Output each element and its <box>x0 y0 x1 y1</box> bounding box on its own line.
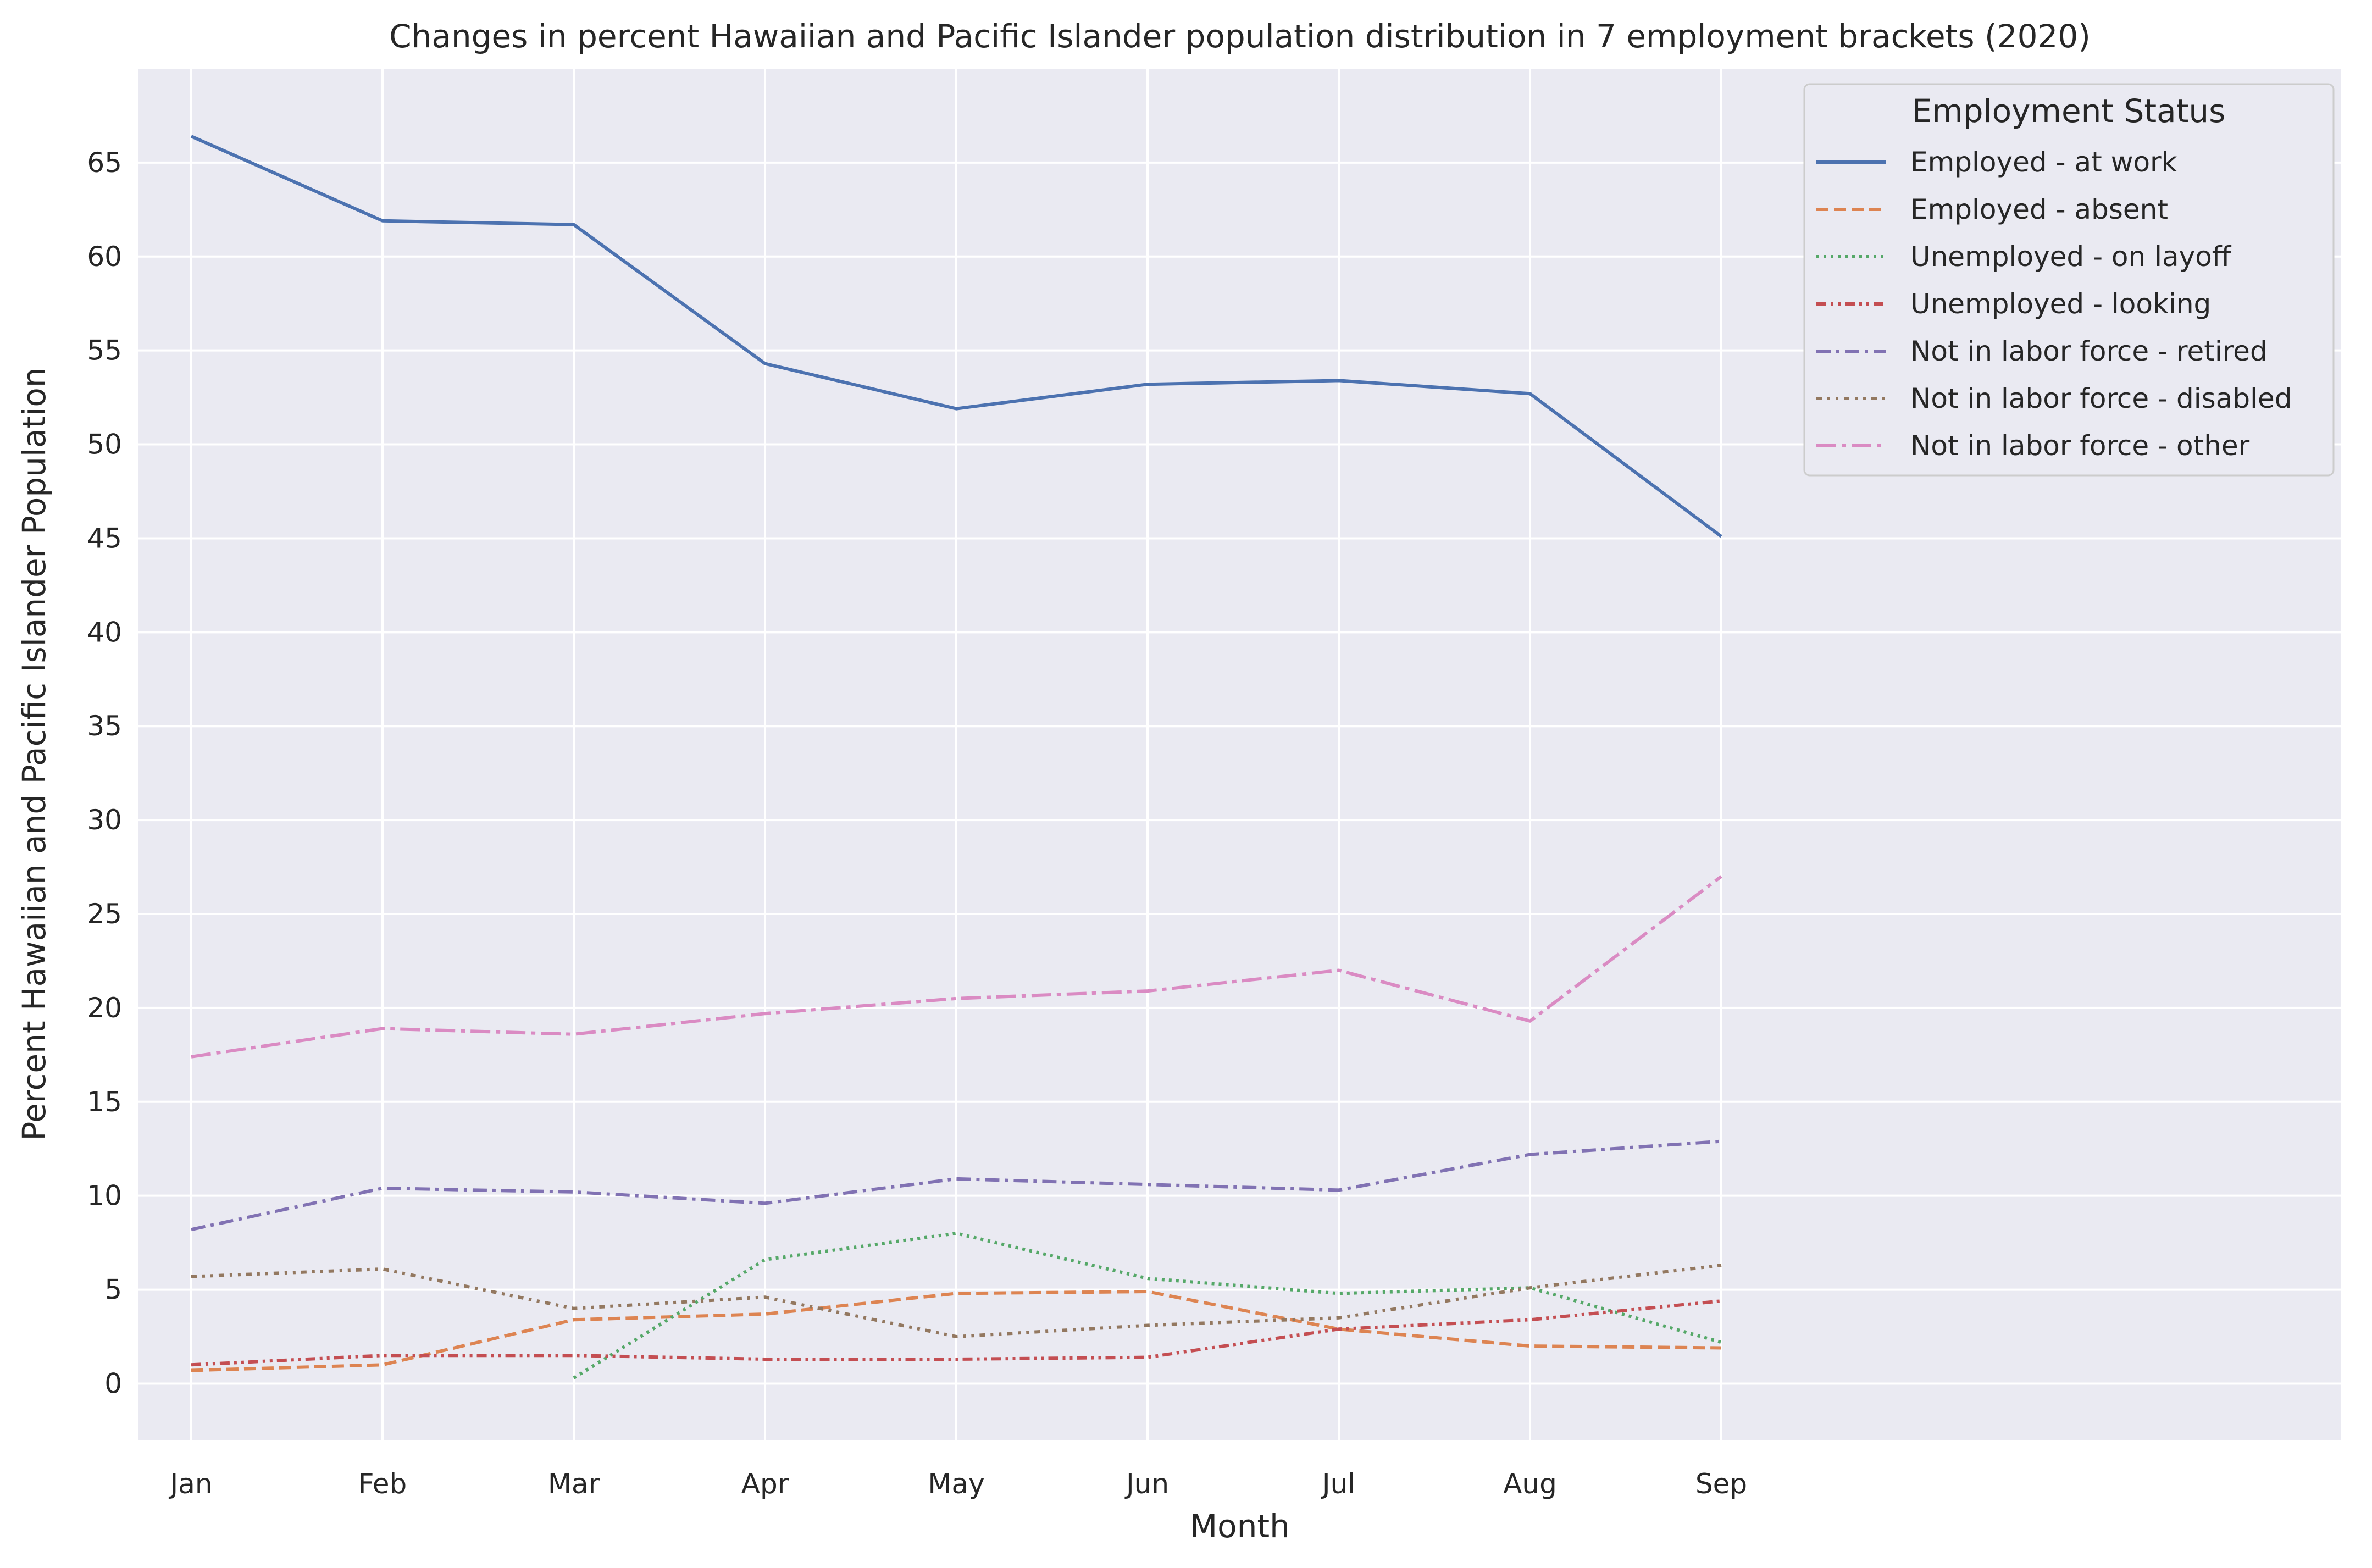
legend-label: Employed - absent <box>1910 193 2168 225</box>
y-tick-label: 40 <box>87 616 122 648</box>
x-tick-label: Apr <box>741 1468 789 1500</box>
y-tick-label: 10 <box>87 1180 122 1212</box>
y-tick-label: 55 <box>87 335 122 367</box>
series-line <box>191 875 1722 1059</box>
legend-label: Not in labor force - disabled <box>1910 383 2292 414</box>
x-tick-labels: Jan Feb Mar Apr May Jun Jul Aug Sep <box>168 1468 1747 1500</box>
y-tick-label: 25 <box>87 898 122 930</box>
x-tick-label: Mar <box>548 1468 600 1500</box>
legend-label: Unemployed - looking <box>1910 288 2211 320</box>
y-tick-label: 20 <box>87 992 122 1024</box>
x-tick-label: Aug <box>1503 1468 1557 1500</box>
series-line <box>573 1232 1722 1379</box>
series-line <box>191 1139 1722 1232</box>
y-tick-label: 60 <box>87 241 122 273</box>
legend-label: Not in labor force - retired <box>1910 335 2268 367</box>
series-line <box>191 1290 1722 1372</box>
legend-items: Employed - at work Employed - absent Unemp… <box>1816 146 2292 462</box>
x-axis-label: Month <box>1190 1508 1290 1545</box>
legend-title: Employment Status <box>1912 92 2226 130</box>
y-tick-label: 45 <box>87 522 122 554</box>
x-tick-label: Sep <box>1695 1468 1747 1500</box>
x-tick-label: Feb <box>358 1468 407 1500</box>
y-tick-labels: 0 5 10 15 20 25 30 35 40 45 50 55 60 65 <box>87 147 122 1400</box>
series-line <box>191 1299 1722 1367</box>
x-tick-label: Jul <box>1321 1468 1355 1500</box>
chart-title: Changes in percent Hawaiian and Pacific … <box>389 18 2091 55</box>
y-tick-label: 50 <box>87 429 122 461</box>
legend-label: Not in labor force - other <box>1910 430 2250 462</box>
y-tick-label: 65 <box>87 147 122 179</box>
x-tick-label: Jun <box>1124 1468 1169 1500</box>
legend-label: Unemployed - on layoff <box>1910 241 2232 273</box>
legend: Employment Status Employed - at workEmpl… <box>1803 83 2335 477</box>
y-tick-label: 0 <box>104 1367 122 1399</box>
series-line <box>191 1264 1722 1338</box>
y-tick-label: 5 <box>104 1274 122 1306</box>
x-tick-label: May <box>928 1468 984 1500</box>
y-tick-label: 35 <box>87 710 122 742</box>
legend-box <box>1803 83 2335 477</box>
y-tick-label: 15 <box>87 1086 122 1118</box>
series-layer <box>190 135 1722 1379</box>
series-line <box>190 135 1722 538</box>
y-axis-label: Percent Hawaiian and Pacific Islander Po… <box>15 367 53 1140</box>
x-tick-label: Jan <box>168 1468 212 1500</box>
legend-label: Employed - at work <box>1910 146 2177 178</box>
y-tick-label: 30 <box>87 804 122 836</box>
